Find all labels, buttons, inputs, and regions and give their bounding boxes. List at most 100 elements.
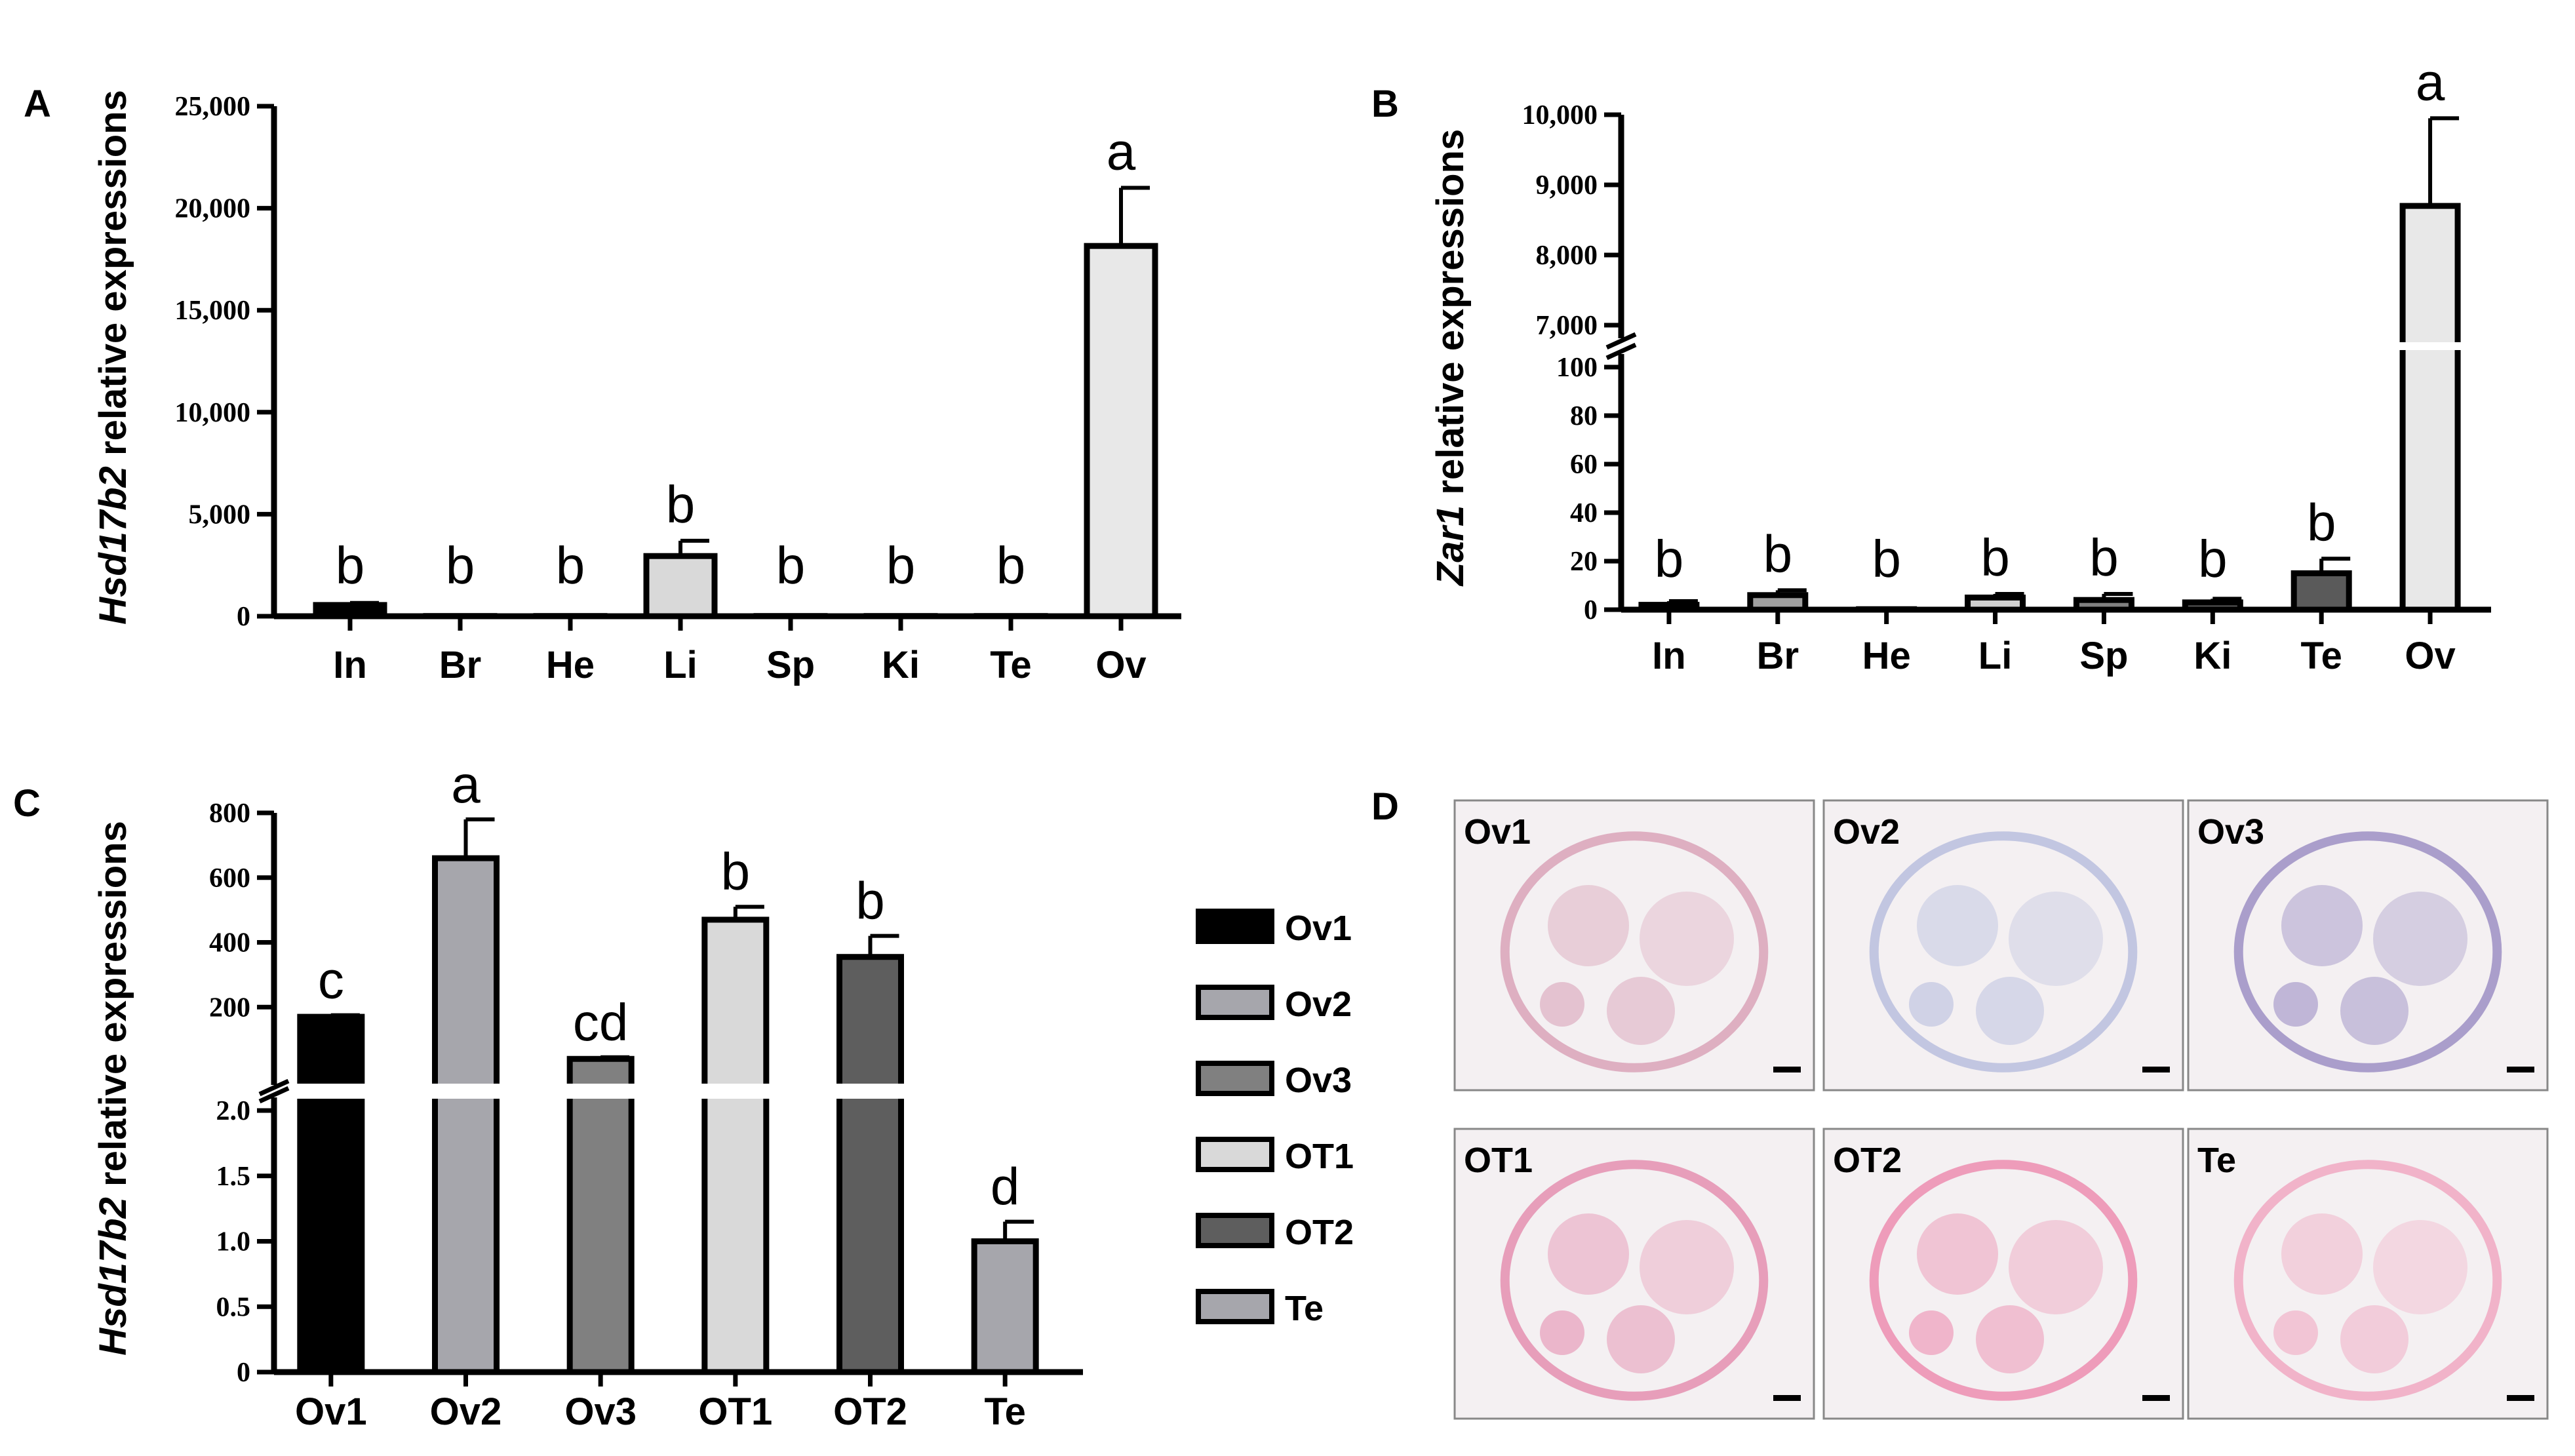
y-tick-label: 9,000 (1536, 170, 1598, 201)
significance-letter: a (451, 755, 481, 814)
tissue-outline (1500, 831, 1769, 1072)
y-tick-label: 0 (237, 602, 250, 632)
y-tick-label: 80 (1570, 401, 1598, 431)
tissue-outline (2233, 831, 2502, 1072)
bar (313, 602, 387, 620)
y-axis-label-text: relative expressions (1429, 129, 1472, 505)
scale-bar (2142, 1067, 2170, 1072)
y-tick-label: 600 (209, 863, 250, 894)
significance-letter: b (1872, 530, 1901, 588)
follicle (2281, 885, 2363, 966)
scale-bar (2142, 1395, 2170, 1401)
follicle (1540, 982, 1584, 1027)
chart-a: 0 5,000 10,000 15,000 20,000 25,000 In b Br b He b L… (92, 90, 1181, 686)
category-label: In (1652, 635, 1686, 677)
y-axis-label-gene: Zar1 (1429, 505, 1472, 587)
category-label: Ki (882, 644, 920, 686)
significance-letter: b (2089, 528, 2119, 587)
follicle (1640, 892, 1734, 986)
legend-swatch (1196, 985, 1274, 1020)
significance-letter: b (446, 536, 475, 595)
category-label: He (1862, 635, 1911, 677)
category-label: Sp (2079, 635, 2128, 677)
micrograph-ov2: Ov2 (1822, 799, 2184, 1092)
micrograph-ot1: OT1 (1453, 1128, 1815, 1420)
tissue-outline (2233, 1160, 2502, 1401)
significance-letter: b (2198, 530, 2228, 588)
y-axis-label-text: relative expressions (92, 821, 134, 1197)
panel-label-a: A (24, 83, 51, 125)
category-label: Ov (1095, 644, 1146, 686)
category-label: Ki (2193, 635, 2231, 677)
significance-letter: b (1655, 530, 1684, 588)
y-axis-label-text: relative expressions (92, 90, 134, 466)
bar (1638, 602, 1700, 613)
micrograph-label: Ov2 (1833, 812, 1900, 852)
category-label: Li (1978, 635, 2013, 677)
legend-label: OT1 (1285, 1137, 1354, 1176)
bar (701, 916, 770, 1375)
axis-break (258, 1078, 290, 1097)
y-tick-label: 1.0 (216, 1227, 251, 1257)
bar-break-gap (831, 1084, 909, 1099)
y-tick-label: 60 (1570, 450, 1598, 480)
tissue-outline (1500, 1160, 1769, 1401)
category-label: Ov3 (564, 1390, 637, 1433)
significance-letter: b (1980, 528, 2010, 587)
y-tick-label: 40 (1570, 498, 1598, 528)
significance-letter: cd (573, 993, 629, 1052)
y-tick-label: 800 (209, 798, 250, 829)
scale-bar (1773, 1395, 1801, 1401)
bar-break-gap (696, 1084, 774, 1099)
significance-letter: a (1107, 122, 1136, 180)
category-label: Ov (2405, 635, 2455, 677)
follicle (1917, 885, 1998, 966)
tissue-outline (1869, 1160, 2138, 1401)
bar (2290, 570, 2352, 613)
follicle (2281, 1213, 2363, 1295)
follicle (1976, 1305, 2044, 1373)
significance-letter: b (666, 475, 696, 534)
micrograph-ot2: OT2 (1822, 1128, 2184, 1420)
follicle (2009, 892, 2103, 986)
follicle (1548, 1213, 1629, 1295)
follicle (1607, 977, 1675, 1045)
category-label: He (546, 644, 595, 686)
micrograph-label: Ov1 (1464, 812, 1531, 852)
y-tick-label: 25,000 (175, 92, 251, 122)
axis-break (258, 1086, 290, 1104)
scale-bar (1773, 1067, 1801, 1072)
significance-letter: d (991, 1158, 1020, 1216)
y-tick-label: 20 (1570, 547, 1598, 577)
follicle (1909, 982, 1954, 1027)
y-tick-label: 0 (237, 1358, 250, 1388)
legend-label: Ov2 (1285, 985, 1352, 1024)
y-tick-label: 7,000 (1536, 311, 1598, 341)
tissue-outline (1869, 831, 2138, 1072)
bar (836, 954, 904, 1375)
y-tick-label: 0 (1584, 595, 1598, 625)
category-label: Te (984, 1390, 1025, 1433)
y-tick-label: 100 (1556, 353, 1598, 383)
axis-break (1605, 342, 1637, 361)
follicle (2340, 1305, 2408, 1373)
follicle (1607, 1305, 1675, 1373)
category-label: Sp (766, 644, 815, 686)
bar-break-gap (2395, 342, 2466, 350)
significance-letter: b (776, 536, 806, 595)
significance-letter: c (318, 951, 344, 1010)
micrograph-label: OT2 (1833, 1141, 1902, 1180)
category-label: Br (439, 644, 481, 686)
scale-bar (2507, 1067, 2534, 1072)
legend-swatch (1196, 1137, 1274, 1172)
legend-label: Ov1 (1285, 909, 1352, 948)
bar (2073, 597, 2134, 613)
y-tick-label: 15,000 (175, 296, 251, 326)
significance-letter: b (336, 536, 365, 595)
legend-label: OT2 (1285, 1213, 1354, 1252)
category-label: Br (1757, 635, 1799, 677)
significance-letter: b (556, 536, 585, 595)
follicle (2373, 1220, 2467, 1314)
follicle (1548, 885, 1629, 966)
bar (297, 1013, 365, 1375)
